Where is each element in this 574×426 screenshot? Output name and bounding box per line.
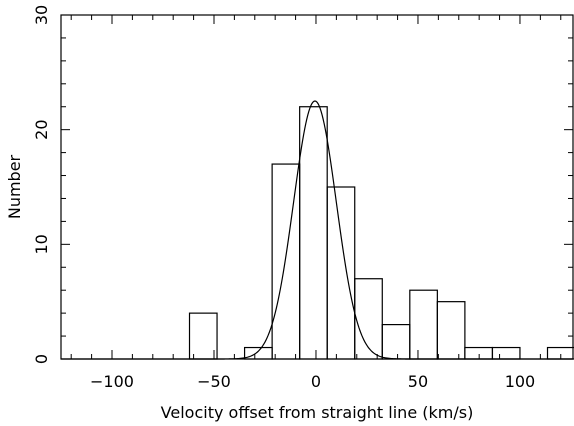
x-tick-label: −50	[197, 372, 231, 391]
histogram-bars	[188, 106, 574, 360]
histogram-bar	[464, 346, 494, 360]
y-tick-labels: 0 10 20 30	[32, 5, 51, 364]
x-tick-label: 100	[505, 372, 536, 391]
histogram-bar	[299, 106, 328, 360]
axis-ticks	[61, 14, 573, 360]
y-tick-label: 30	[32, 5, 51, 25]
y-axis-label: Number	[5, 154, 24, 219]
gaussian-fit-curve	[61, 100, 573, 360]
plot-frame	[60, 14, 574, 360]
y-tick-label: 20	[32, 119, 51, 139]
x-tick-label: 50	[408, 372, 428, 391]
histogram-bar	[326, 186, 356, 360]
y-tick-label: 0	[32, 354, 51, 364]
histogram-bar	[381, 324, 411, 360]
histogram-bar	[436, 301, 466, 360]
x-axis-label: Velocity offset from straight line (km/s…	[161, 403, 474, 422]
histogram-bar	[409, 289, 438, 360]
y-tick-label: 10	[32, 234, 51, 254]
histogram-bar	[491, 346, 521, 360]
histogram-bar	[188, 312, 218, 360]
x-tick-labels: −100 −50 0 50 100	[90, 372, 535, 391]
x-tick-label: 0	[311, 372, 321, 391]
histogram-bar	[271, 163, 301, 360]
x-tick-label: −100	[90, 372, 134, 391]
